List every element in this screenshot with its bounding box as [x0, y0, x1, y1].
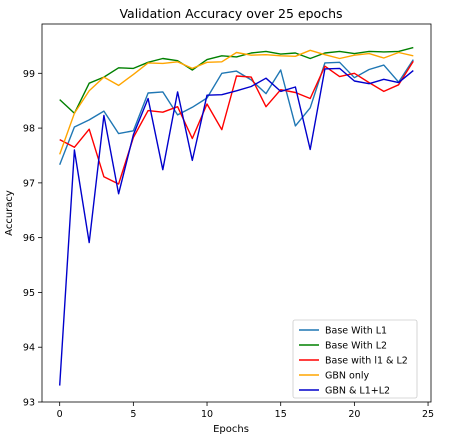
legend-items: Base With L1 Base With L2 Base with l1 & L…: [299, 326, 408, 397]
y-axis-label: Accuracy: [4, 190, 15, 236]
series-line-base-with-l1: [59, 59, 414, 166]
y-tick-label: 98: [23, 124, 35, 135]
x-tick-label: 10: [201, 409, 213, 420]
chart-title: Validation Accuracy over 25 epochs: [119, 6, 342, 21]
x-tick-label: 0: [57, 409, 63, 420]
x-tick-label: 25: [422, 409, 434, 420]
legend: Base With L1 Base With L2 Base with l1 & L…: [292, 319, 418, 399]
y-tick-label: 99: [23, 69, 35, 80]
series-line-gbn-l1-l2: [59, 67, 414, 386]
y-tick-label: 97: [23, 178, 35, 189]
y-tick-label: 95: [23, 288, 35, 299]
legend-label: Base with l1 & L2: [325, 356, 408, 367]
plot-area: 0 5 10 15 20 25 93 94 95 96 97 98 99: [23, 23, 434, 420]
series-lines: [59, 46, 414, 386]
series-line-gbn-only: [59, 49, 414, 155]
y-tick-label: 93: [23, 398, 35, 409]
series-line-base-with-l1-l2: [59, 60, 414, 185]
series-line-base-with-l2: [59, 46, 414, 115]
legend-label: GBN & L1+L2: [325, 386, 390, 397]
legend-label: Base With L1: [325, 326, 387, 337]
legend-label: Base With L2: [325, 341, 387, 352]
x-tick-label: 5: [130, 409, 136, 420]
legend-label: GBN only: [325, 371, 369, 382]
x-axis-label: Epochs: [213, 424, 249, 435]
legend-box: [292, 319, 418, 399]
x-tick-label: 15: [275, 409, 287, 420]
y-tick-label: 94: [23, 343, 35, 354]
x-axis-ticks: 0 5 10 15 20 25: [57, 402, 434, 420]
y-axis-ticks: 93 94 95 96 97 98 99: [23, 69, 42, 409]
y-tick-label: 96: [23, 233, 35, 244]
x-tick-label: 20: [348, 409, 360, 420]
